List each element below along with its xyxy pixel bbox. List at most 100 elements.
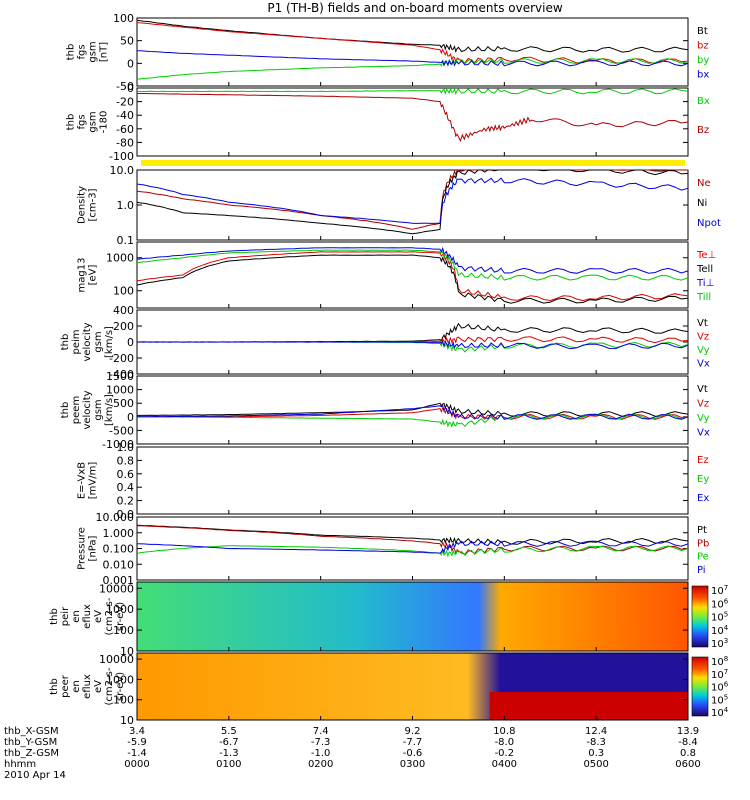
- series-line-bz: [136, 22, 689, 65]
- y-axis-label: eflux: [82, 604, 93, 629]
- legend-entry: Ey: [697, 474, 709, 485]
- colorbar-tick-exponent: 5: [724, 611, 728, 619]
- legend-entry: Tell: [696, 264, 713, 275]
- legend-entry: bz: [697, 41, 709, 52]
- spectrogram-band: [489, 692, 688, 720]
- y-tick-label: 0: [127, 411, 134, 424]
- colorbar-tick-label: 105: [711, 693, 728, 706]
- panel-frame: [136, 446, 689, 515]
- legend-entry: Vz: [697, 332, 709, 343]
- colorbar-tick-exponent: 3: [724, 637, 728, 645]
- legend-entry: Vx: [697, 359, 710, 370]
- footer-value-y: -8.0: [495, 737, 515, 748]
- y-tick-label: 0: [127, 82, 134, 95]
- footer-value-t: 0400: [492, 759, 517, 770]
- legend-entry: Npot: [697, 218, 721, 229]
- footer-value-x: 13.9: [677, 726, 699, 737]
- colorbar-tick-exponent: 4: [724, 624, 729, 632]
- y-tick-label: -500: [109, 424, 134, 437]
- colorbar-tick-exponent: 8: [724, 655, 728, 663]
- legend-entry: Vt: [697, 318, 708, 329]
- colorbar-tick-exponent: 6: [724, 681, 729, 689]
- footer-value-z: -1.0: [311, 748, 331, 759]
- footer-value-z: -1.3: [219, 748, 239, 759]
- y-tick-label: -200: [109, 352, 134, 365]
- y-tick-label: 1000: [106, 603, 134, 616]
- y-tick-label: -400: [109, 368, 134, 381]
- y-axis-label: peer: [60, 674, 71, 698]
- footer-value-t: 0000: [124, 759, 149, 770]
- y-axis-label: gsm: [93, 399, 104, 420]
- legend-entry: Vx: [697, 428, 710, 439]
- y-axis-label: en: [71, 680, 82, 693]
- colorbar-scale: [691, 585, 709, 648]
- footer-value-z: -0.6: [403, 748, 423, 759]
- y-axis-label: thb: [66, 44, 77, 61]
- y-axis-label: thb: [49, 678, 60, 695]
- y-tick-label: -60: [116, 123, 134, 136]
- colorbar-tick-exponent: 7: [724, 584, 728, 592]
- legend-entry: Bt: [697, 26, 708, 37]
- footer-value-t: 0300: [400, 759, 425, 770]
- colorbar-tick-exponent: 4: [724, 706, 729, 714]
- series-line-Bt: [136, 19, 689, 53]
- y-axis-label: [mV/m]: [88, 462, 99, 500]
- legend-entry: Vy: [697, 345, 710, 356]
- y-tick-label: 1500: [106, 370, 134, 383]
- panel-3: 10.0 1.0 0.1 Density [cm-3] Ne Ni Npot: [77, 164, 721, 247]
- y-tick-label: 1000: [106, 384, 134, 397]
- legend-entry: Bz: [697, 125, 709, 136]
- footer-value-t: 0200: [308, 759, 333, 770]
- series-line-Vx: [136, 340, 689, 350]
- y-tick-label: 10.000: [96, 511, 135, 524]
- y-tick-label: 10000: [99, 653, 134, 666]
- y-axis-label: velocity: [82, 322, 93, 361]
- colorbar-tick-label: 104: [711, 624, 729, 637]
- y-tick-label: -20: [116, 96, 134, 109]
- series-line-Ne: [136, 169, 688, 230]
- y-axis-label: Density: [77, 186, 88, 224]
- footer-value-t: 0600: [675, 759, 700, 770]
- footer-value-y: -7.3: [311, 737, 331, 748]
- colorbar-tick-label: 108: [711, 655, 728, 668]
- y-tick-label: -50: [116, 80, 134, 93]
- footer-row-label: thb_X-GSM: [4, 726, 59, 737]
- y-axis-label: (cm2-s-: [104, 667, 115, 705]
- y-axis-label: [nPa]: [88, 535, 99, 561]
- panel-frame: [136, 516, 689, 581]
- footer-value-t: 0100: [216, 759, 241, 770]
- footer-value-z: 0.3: [588, 748, 604, 759]
- y-tick-label: 500: [113, 397, 134, 410]
- legend-entry: Ez: [697, 455, 709, 466]
- panel-5: 400 200 0 -200 -400 thb peim velocity gsm [km/s] V…: [60, 304, 710, 381]
- series-line-Tell: [136, 254, 689, 304]
- legend-entry: Bx: [697, 96, 710, 107]
- colorbar-tick-label: 106: [711, 597, 729, 610]
- footer-value-z: 0.8: [680, 748, 696, 759]
- colorbar-tick-label: 104: [711, 706, 729, 719]
- series-line-Pe: [136, 545, 689, 558]
- y-tick-label: 1.000: [103, 527, 135, 540]
- panel-2: 0-20-40-60-80-100 thb fgs gsm -180 Bx Bz: [66, 82, 710, 163]
- y-axis-label: [cm-3]: [88, 188, 99, 221]
- y-tick-label: 0.6: [117, 468, 135, 481]
- y-axis-label: [nT]: [99, 42, 110, 62]
- series-line-Ni: [136, 169, 689, 235]
- series-line-Ti⊥: [136, 246, 689, 274]
- footer-value-x: 3.4: [129, 726, 145, 737]
- y-tick-label: 0.4: [117, 481, 135, 494]
- legend-entry: by: [697, 55, 709, 66]
- series-line-bx: [137, 50, 689, 67]
- series-line-by: [136, 57, 689, 80]
- mode-bar: [141, 160, 685, 166]
- y-axis-label: -180: [99, 111, 110, 134]
- y-tick-label: 0.0: [117, 508, 135, 521]
- footer-value-x: 10.8: [493, 726, 515, 737]
- y-axis-label: sr-eV): [115, 672, 126, 701]
- y-axis-label: en: [71, 610, 82, 623]
